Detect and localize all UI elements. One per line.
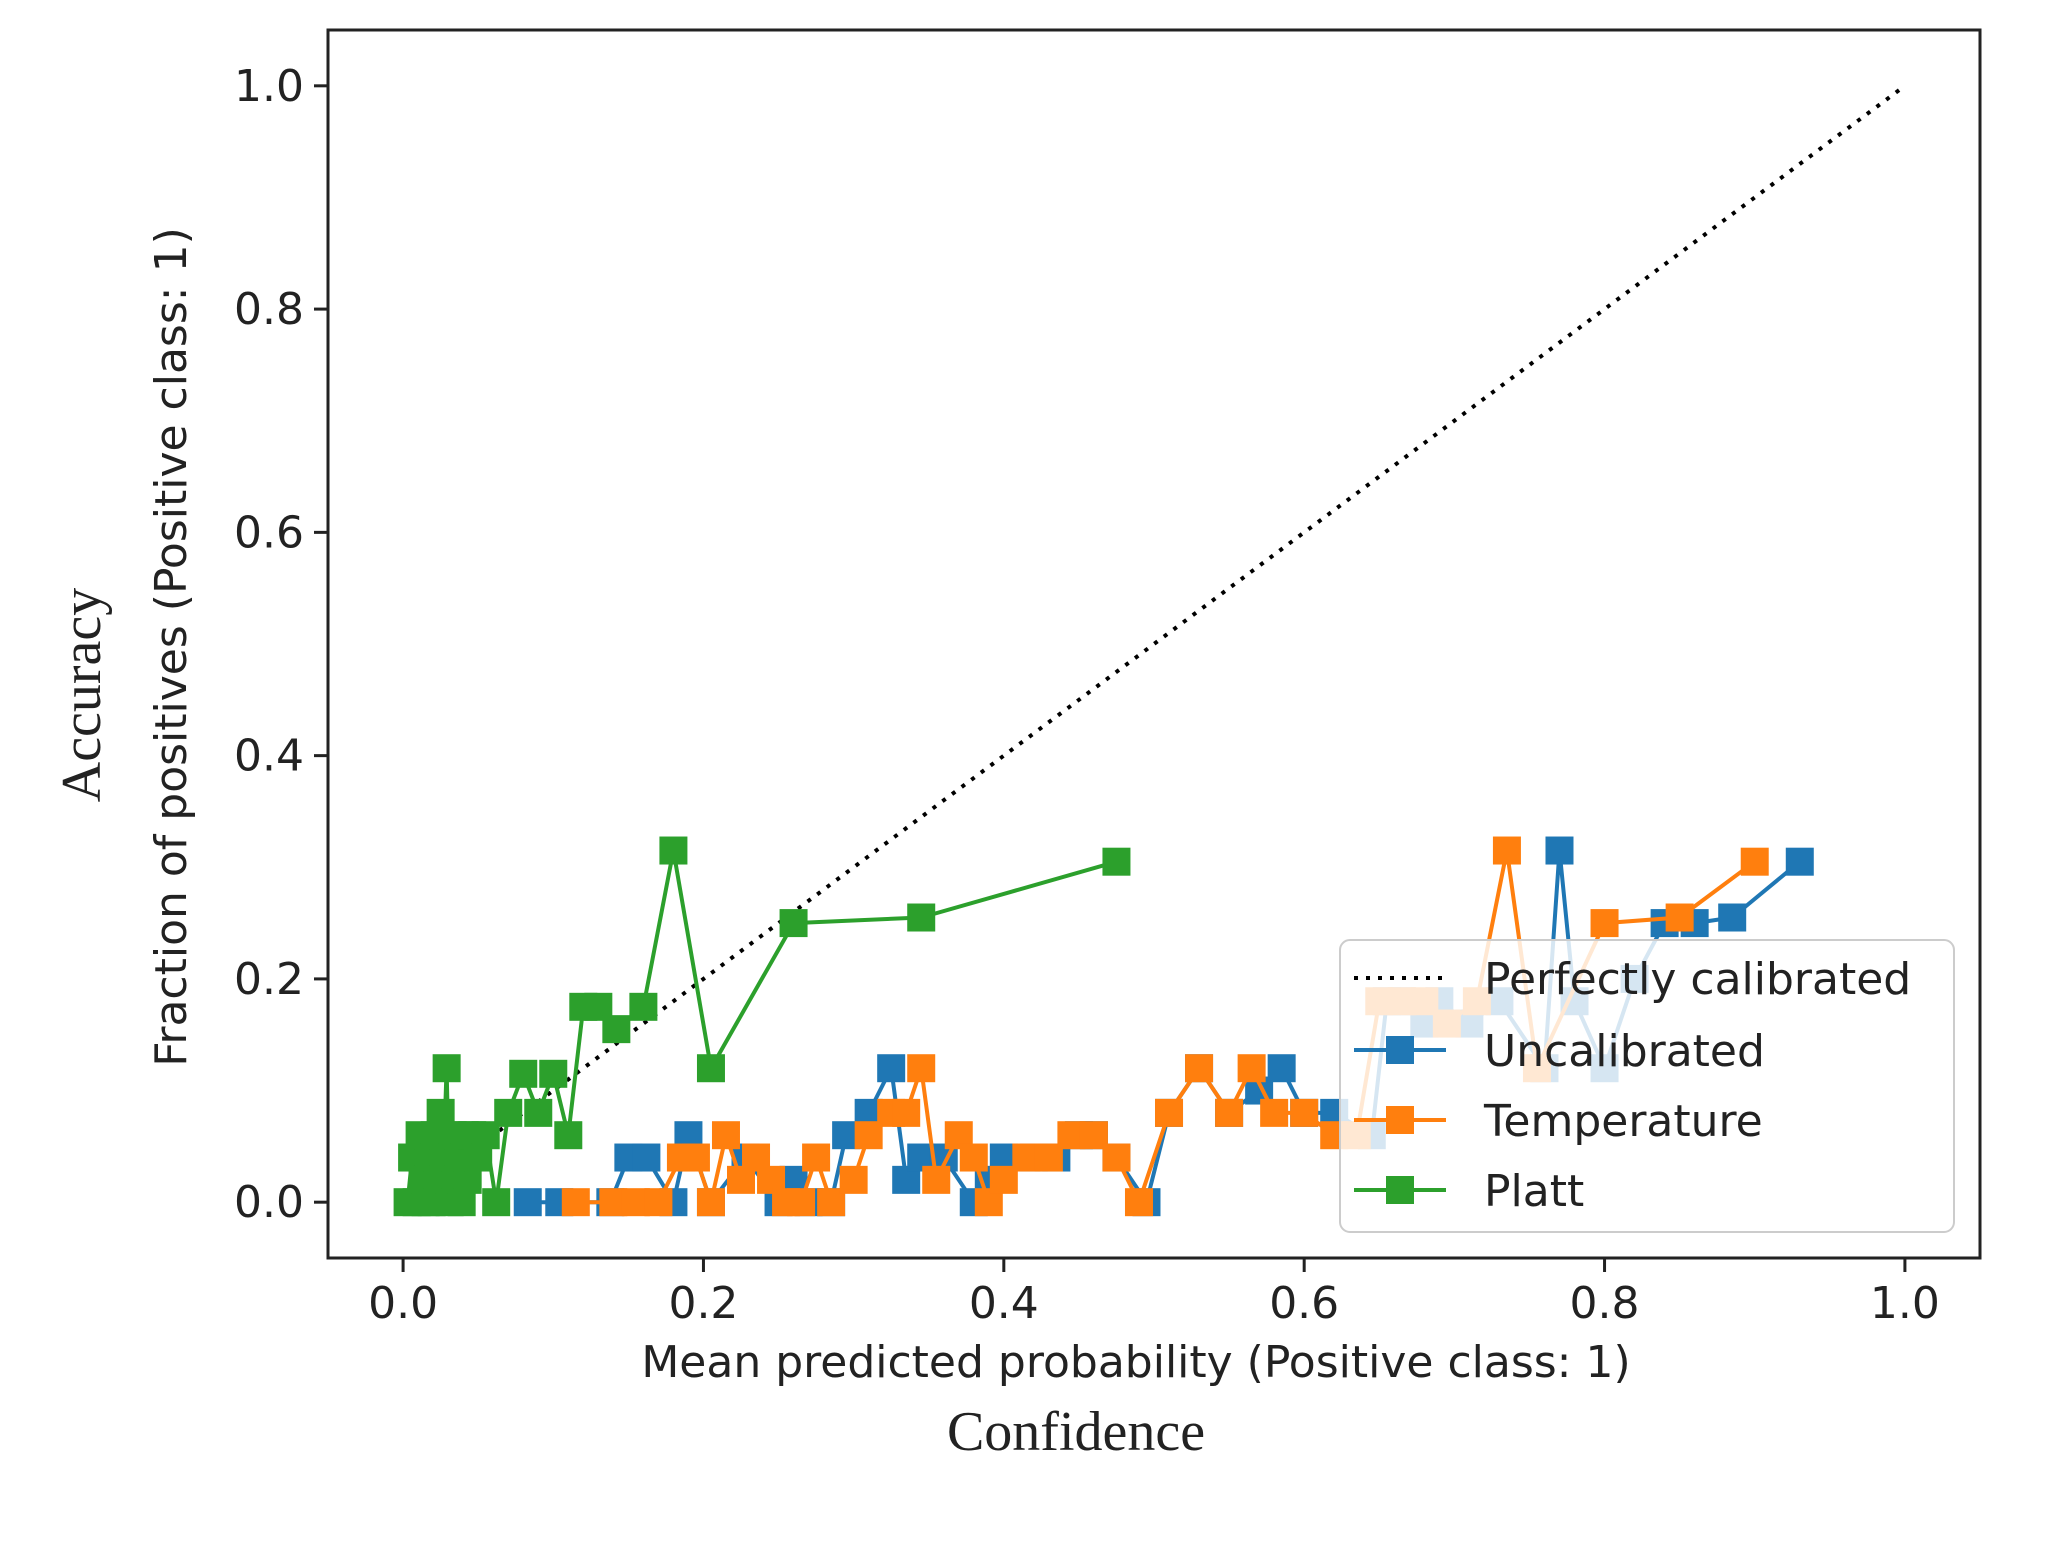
data-point-temperature: [1237, 1054, 1266, 1083]
x-tick-label: 0.6: [1269, 1278, 1339, 1329]
data-point-platt: [659, 836, 688, 865]
data-point-temperature: [1740, 847, 1769, 876]
y-tick-label: 1.0: [234, 61, 304, 112]
legend: Perfectly calibrated Uncalibrated Temper…: [1339, 939, 1955, 1233]
data-point-temperature: [1260, 1098, 1289, 1127]
series-platt: [393, 836, 1131, 1217]
legend-label-temperature: Temperature: [1483, 1096, 1763, 1147]
data-point-platt: [539, 1059, 568, 1088]
data-point-platt: [509, 1059, 538, 1088]
legend-label-uncalibrated: Uncalibrated: [1484, 1026, 1765, 1077]
legend-label-reference: Perfectly calibrated: [1484, 954, 1911, 1005]
data-point-temperature: [802, 1143, 831, 1172]
y-tick-label: 0.4: [234, 731, 304, 782]
legend-temperature-marker: [1386, 1106, 1414, 1134]
data-point-platt: [432, 1054, 461, 1083]
data-point-temperature: [1665, 903, 1694, 932]
data-point-platt: [494, 1098, 523, 1127]
legend-box: [1339, 939, 1955, 1233]
data-point-platt: [696, 1054, 725, 1083]
y-axis-label: Fraction of positives (Positive class: 1…: [146, 227, 197, 1066]
data-point-temperature: [1290, 1098, 1319, 1127]
legend-uncalibrated-marker: [1386, 1036, 1414, 1064]
y-tick-label: 0.2: [234, 954, 304, 1005]
data-point-temperature: [1185, 1054, 1214, 1083]
tick-layer: 0.0 0.2 0.4 0.6 0.8 1.0 0.0 0.2 0.4 0.6 0.8 1.0: [234, 61, 1940, 1329]
data-point-uncalibrated: [513, 1188, 542, 1217]
x-tick-label: 1.0: [1870, 1278, 1940, 1329]
data-point-uncalibrated: [1718, 903, 1747, 932]
data-point-temperature: [644, 1188, 673, 1217]
data-point-temperature: [892, 1098, 921, 1127]
data-point-platt: [779, 909, 808, 938]
data-point-temperature: [1102, 1143, 1131, 1172]
y-tick-label: 0.8: [234, 284, 304, 335]
data-point-temperature: [787, 1188, 816, 1217]
plot-area: [326, 28, 1982, 1260]
data-point-uncalibrated: [1267, 1054, 1296, 1083]
data-point-platt: [524, 1098, 553, 1127]
data-point-uncalibrated: [877, 1054, 906, 1083]
plot-frame: [326, 28, 1982, 1260]
data-point-platt: [602, 1015, 631, 1044]
data-point-platt: [907, 903, 936, 932]
data-point-platt: [1102, 847, 1131, 876]
data-point-platt: [554, 1121, 583, 1150]
data-point-temperature: [1155, 1098, 1184, 1127]
data-point-temperature: [907, 1054, 936, 1083]
data-point-temperature: [922, 1165, 951, 1194]
data-point-temperature: [561, 1188, 590, 1217]
x-tick-label: 0.8: [1570, 1278, 1640, 1329]
y-tick-label: 0.6: [234, 507, 304, 558]
data-point-temperature: [1124, 1188, 1153, 1217]
data-point-temperature: [1590, 909, 1619, 938]
data-point-uncalibrated: [1545, 836, 1574, 865]
data-point-temperature: [959, 1143, 988, 1172]
data-point-temperature: [711, 1121, 740, 1150]
data-point-temperature: [696, 1188, 725, 1217]
data-point-temperature: [1492, 836, 1521, 865]
outer-y-label: Accuracy: [51, 588, 113, 803]
x-tick-label: 0.4: [969, 1278, 1039, 1329]
x-axis-label: Mean predicted probability (Positive cla…: [641, 1337, 1630, 1388]
data-point-platt: [482, 1188, 511, 1217]
outer-x-label: Confidence: [947, 1401, 1205, 1463]
data-point-temperature: [681, 1143, 710, 1172]
legend-label-platt: Platt: [1484, 1166, 1584, 1217]
data-point-temperature: [1215, 1098, 1244, 1127]
x-tick-label: 0.0: [368, 1278, 438, 1329]
x-tick-label: 0.2: [668, 1278, 738, 1329]
y-tick-label: 0.0: [234, 1177, 304, 1228]
data-point-uncalibrated: [1785, 847, 1814, 876]
legend-platt-marker: [1386, 1176, 1414, 1204]
data-point-platt: [629, 992, 658, 1021]
data-point-uncalibrated: [632, 1143, 661, 1172]
data-point-temperature: [839, 1165, 868, 1194]
